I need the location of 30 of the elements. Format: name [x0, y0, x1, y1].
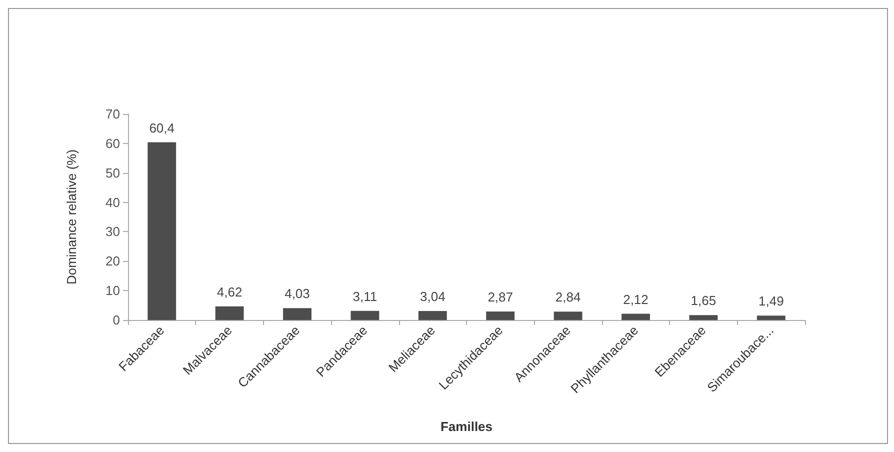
y-tick-label: 60	[106, 136, 120, 151]
data-label: 4,62	[216, 284, 242, 300]
y-tick-label: 10	[106, 283, 120, 298]
data-label: 3,04	[420, 289, 446, 304]
bar	[756, 316, 786, 320]
data-label: 1,65	[690, 293, 716, 308]
data-label: 2,12	[623, 292, 648, 307]
bar	[215, 306, 244, 320]
y-tick-label: 40	[106, 194, 120, 210]
y-tick-label: 70	[106, 106, 120, 122]
y-tick-label: 50	[106, 165, 120, 180]
y-tick-label: 30	[106, 224, 120, 240]
bar	[418, 311, 447, 320]
data-label: 2,87	[488, 290, 514, 305]
data-label: 4,03	[284, 286, 310, 302]
bar	[283, 308, 312, 320]
data-label: 60,4	[149, 120, 175, 136]
y-tick-label: 0	[112, 312, 120, 328]
bar	[689, 315, 718, 320]
data-label: 1,49	[758, 294, 784, 309]
y-axis-title: Dominance relative (%)	[64, 149, 79, 285]
x-axis-title: Familles	[440, 419, 493, 434]
data-label: 3,11	[352, 288, 378, 304]
bar	[554, 312, 582, 320]
bar	[622, 314, 650, 320]
bar	[148, 142, 176, 320]
bar	[350, 310, 380, 320]
data-label: 2,84	[555, 290, 581, 305]
bar	[486, 312, 515, 320]
y-tick-label: 20	[106, 254, 120, 269]
